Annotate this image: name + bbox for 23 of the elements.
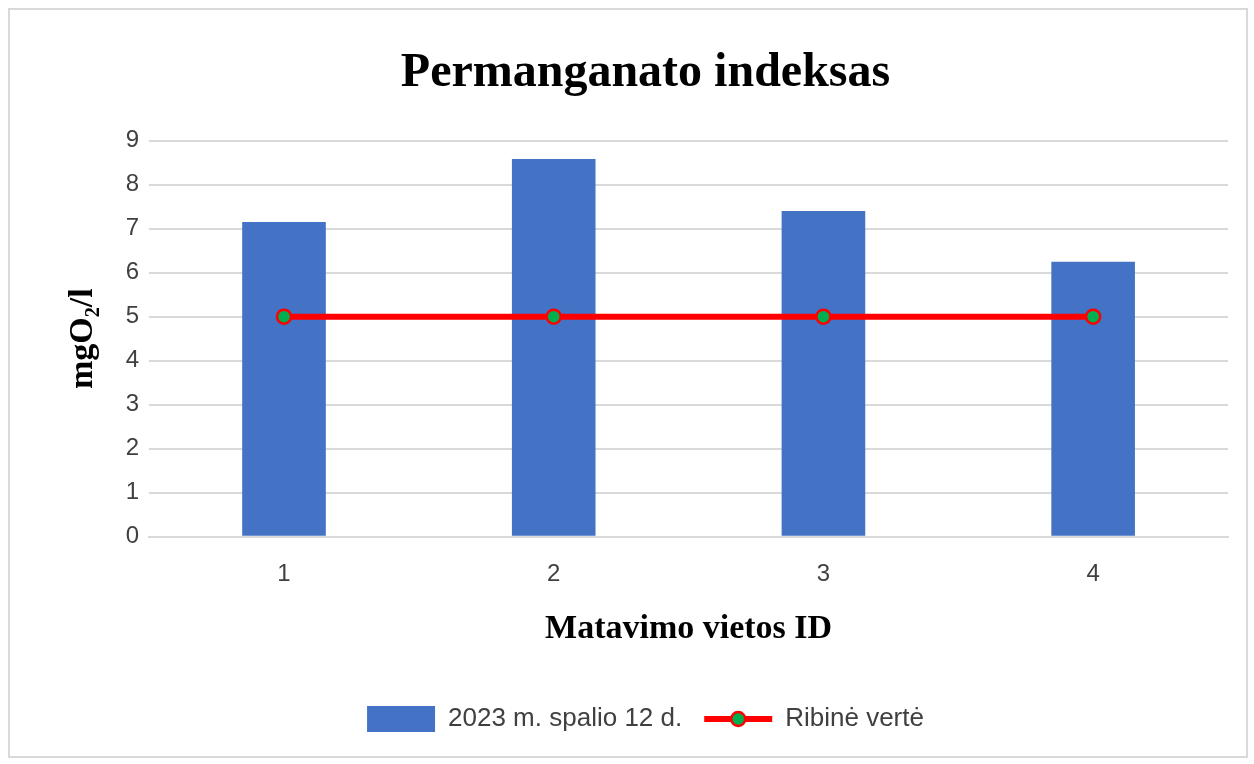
bar bbox=[781, 211, 866, 536]
y-tick-label: 5 bbox=[125, 301, 140, 329]
chart-title: Permanganato indeksas bbox=[400, 43, 891, 97]
x-tick-label: 4 bbox=[1086, 559, 1100, 587]
x-tick-label: 3 bbox=[816, 559, 831, 587]
y-tick-label: 7 bbox=[125, 213, 140, 241]
y-tick-label: 8 bbox=[125, 169, 140, 197]
y-axis-title: mgO₂/l bbox=[62, 288, 100, 390]
y-tick-label: 1 bbox=[125, 477, 140, 505]
bar bbox=[1051, 261, 1135, 536]
y-tick-label: 9 bbox=[125, 125, 140, 153]
legend-label: 2023 m. spalio 12 d. bbox=[448, 702, 683, 733]
y-tick-label: 6 bbox=[125, 257, 140, 285]
x-tick-label: 1 bbox=[277, 559, 291, 587]
x-axis-title: Matavimo vietos ID bbox=[545, 607, 833, 645]
bar bbox=[511, 159, 596, 536]
y-tick-label: 4 bbox=[125, 345, 140, 373]
bar bbox=[242, 222, 326, 536]
legend-label: Ribinė vertė bbox=[785, 702, 924, 733]
y-tick-label: 3 bbox=[125, 389, 140, 417]
y-tick-label: 2 bbox=[125, 433, 140, 461]
x-tick-label: 2 bbox=[547, 559, 561, 587]
y-tick-label: 0 bbox=[125, 521, 140, 549]
